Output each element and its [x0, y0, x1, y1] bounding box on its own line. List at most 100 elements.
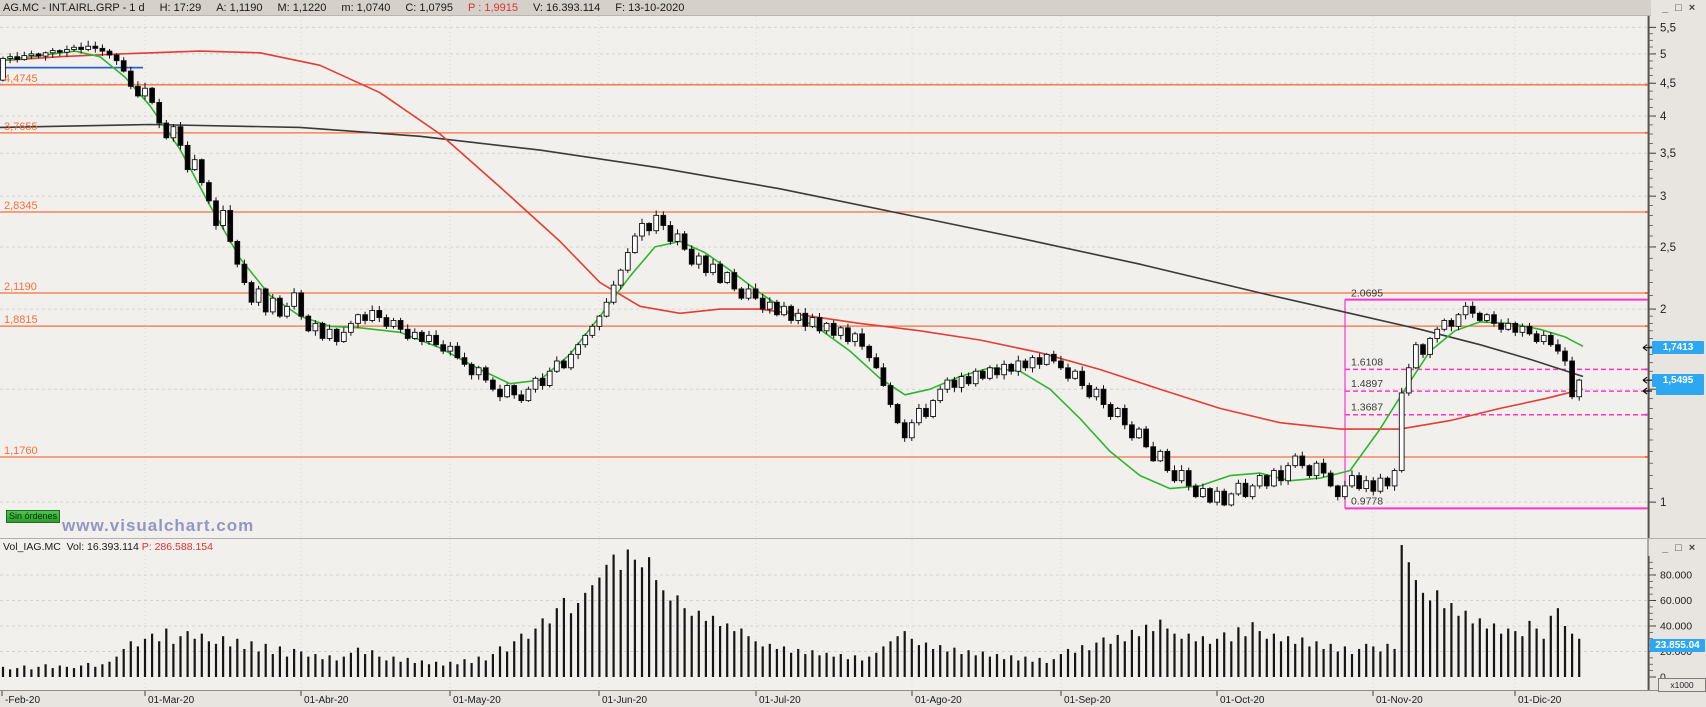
- volume-bar[interactable]: [861, 660, 864, 677]
- candlestick[interactable]: [1327, 472, 1334, 487]
- candlestick[interactable]: [1334, 485, 1341, 498]
- candlestick[interactable]: [1320, 462, 1327, 474]
- candlestick[interactable]: [1072, 370, 1078, 379]
- candlestick[interactable]: [1178, 470, 1185, 482]
- volume-bar[interactable]: [1535, 628, 1538, 677]
- candlestick[interactable]: [1129, 424, 1135, 439]
- candlestick[interactable]: [227, 210, 234, 242]
- volume-tag[interactable]: 23.855.04: [1650, 639, 1705, 652]
- volume-bar[interactable]: [435, 661, 438, 677]
- candlestick[interactable]: [64, 49, 70, 53]
- candlestick[interactable]: [106, 50, 113, 56]
- candlestick[interactable]: [475, 367, 482, 376]
- volume-bar[interactable]: [427, 664, 431, 677]
- volume-bar[interactable]: [1279, 641, 1283, 677]
- volume-bar[interactable]: [300, 651, 303, 678]
- candlestick[interactable]: [894, 404, 901, 424]
- candlestick[interactable]: [1214, 490, 1220, 503]
- candlestick[interactable]: [220, 210, 226, 226]
- volume-bar[interactable]: [371, 650, 374, 677]
- volume-bar[interactable]: [1038, 657, 1041, 677]
- candlestick[interactable]: [987, 367, 993, 379]
- volume-bar[interactable]: [704, 620, 707, 677]
- volume-bar[interactable]: [1066, 648, 1070, 677]
- volume-bar[interactable]: [1372, 646, 1375, 677]
- volume-bar[interactable]: [619, 569, 622, 677]
- volume-bar[interactable]: [278, 646, 281, 677]
- candlestick[interactable]: [0, 57, 6, 81]
- volume-bar[interactable]: [1074, 652, 1077, 677]
- candlestick[interactable]: [532, 377, 539, 390]
- candlestick[interactable]: [1384, 477, 1391, 487]
- volume-bar[interactable]: [129, 641, 132, 677]
- volume-bar[interactable]: [1216, 638, 1219, 677]
- maximize-icon[interactable]: □: [1675, 2, 1682, 14]
- volume-bar[interactable]: [690, 615, 693, 677]
- volume-bar[interactable]: [314, 654, 317, 677]
- volume-bar[interactable]: [1450, 603, 1453, 677]
- volume-bar[interactable]: [669, 600, 672, 678]
- volume-bar[interactable]: [1492, 623, 1496, 677]
- volume-bar[interactable]: [1478, 618, 1481, 677]
- candlestick[interactable]: [461, 357, 468, 365]
- volume-bar[interactable]: [1137, 636, 1141, 677]
- candlestick[interactable]: [1036, 357, 1043, 365]
- candlestick[interactable]: [1469, 305, 1476, 314]
- volume-bar[interactable]: [633, 559, 636, 677]
- volume-bar[interactable]: [1322, 648, 1325, 677]
- candlestick[interactable]: [113, 54, 120, 62]
- candlestick[interactable]: [1143, 428, 1149, 448]
- candlestick[interactable]: [390, 320, 397, 327]
- volume-bar[interactable]: [9, 669, 12, 677]
- candlestick[interactable]: [802, 312, 809, 327]
- candlestick[interactable]: [1150, 446, 1157, 462]
- volume-bar[interactable]: [30, 669, 33, 677]
- candlestick[interactable]: [639, 223, 645, 237]
- volume-bar[interactable]: [321, 659, 324, 677]
- candlestick[interactable]: [1306, 465, 1313, 477]
- volume-bar[interactable]: [94, 666, 97, 677]
- candlestick[interactable]: [482, 367, 489, 381]
- volume-bar[interactable]: [442, 665, 445, 677]
- candlestick[interactable]: [305, 315, 312, 332]
- candlestick[interactable]: [127, 70, 134, 87]
- volume-bar[interactable]: [229, 646, 232, 677]
- candlestick[interactable]: [92, 45, 99, 49]
- candlestick[interactable]: [1420, 344, 1426, 355]
- candlestick[interactable]: [1363, 480, 1370, 490]
- candlestick[interactable]: [539, 377, 546, 386]
- close-icon[interactable]: ×: [1688, 2, 1696, 14]
- volume-bar[interactable]: [953, 647, 956, 677]
- candlestick[interactable]: [497, 388, 503, 398]
- candlestick[interactable]: [1342, 485, 1348, 498]
- candlestick[interactable]: [504, 385, 510, 398]
- candlestick[interactable]: [1427, 337, 1433, 355]
- volume-bar[interactable]: [1287, 636, 1290, 677]
- volume-bar[interactable]: [818, 655, 821, 677]
- candlestick[interactable]: [1121, 407, 1128, 426]
- candlestick[interactable]: [781, 305, 787, 316]
- candlestick[interactable]: [596, 315, 603, 327]
- volume-bar[interactable]: [214, 643, 218, 677]
- candlestick[interactable]: [1476, 312, 1483, 321]
- candlestick[interactable]: [866, 345, 873, 359]
- candlestick[interactable]: [1533, 333, 1540, 343]
- volume-bar[interactable]: [1201, 636, 1204, 677]
- candlestick[interactable]: [277, 297, 283, 317]
- volume-bar[interactable]: [1457, 615, 1460, 677]
- candlestick[interactable]: [383, 317, 390, 327]
- volume-bar[interactable]: [186, 631, 189, 677]
- volume-bar[interactable]: [939, 645, 942, 677]
- volume-bar[interactable]: [1407, 562, 1410, 677]
- candlestick[interactable]: [965, 376, 972, 385]
- volume-bar[interactable]: [960, 654, 963, 677]
- ma-long-black[interactable]: [0, 123, 1584, 378]
- candlestick[interactable]: [916, 407, 922, 424]
- candlestick[interactable]: [468, 363, 475, 376]
- volume-bar[interactable]: [853, 655, 857, 677]
- candlestick[interactable]: [369, 310, 376, 321]
- volume-bar[interactable]: [1272, 633, 1275, 677]
- candlestick[interactable]: [411, 331, 418, 339]
- candlestick[interactable]: [830, 322, 837, 336]
- volume-bar[interactable]: [23, 665, 26, 677]
